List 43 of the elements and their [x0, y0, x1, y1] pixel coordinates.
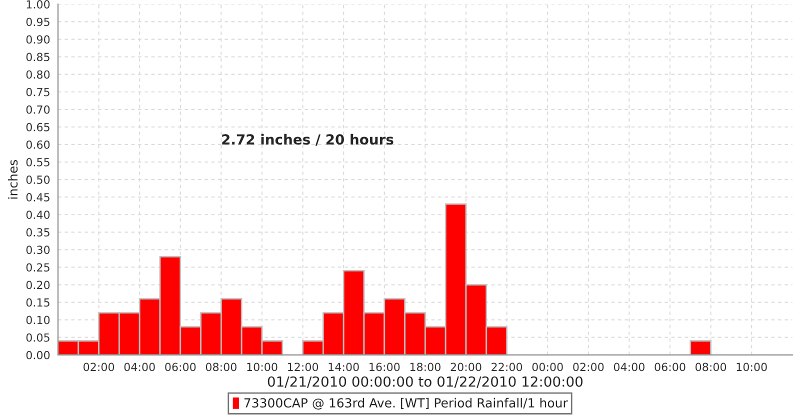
annotation: 2.72 inches / 20 hours: [222, 134, 394, 146]
x-tick-label: 18:00: [410, 362, 440, 372]
y-tick-label: 0.85: [26, 52, 50, 62]
y-tick-label: 0.70: [26, 105, 50, 114]
x-tick-label: 16:00: [370, 362, 400, 372]
y-tick-label: 0.45: [26, 193, 50, 202]
y-tick-label: 0.95: [26, 18, 50, 26]
x-tick-label: 22:00: [492, 362, 522, 372]
y-tick-label: 0.65: [26, 122, 50, 132]
y-tick-label: 0.10: [26, 316, 50, 324]
x-tick-label: 02:00: [573, 362, 604, 372]
x-tick-label: 06:00: [165, 362, 196, 372]
x-axis-title: 01/21/2010 00:00:00 to 01/22/2010 12:00:00: [268, 376, 583, 388]
x-tick-label: 08:00: [696, 362, 726, 372]
y-tick-label: 0.55: [26, 158, 50, 166]
x-tick-label: 08:00: [206, 362, 236, 372]
y-tick-label: 0.35: [26, 228, 50, 237]
y-axis-title: inches: [8, 160, 18, 199]
legend-label: 73300CAP @ 163rd Ave. [WT] Period Rainfall/1 hour: [244, 398, 568, 410]
x-tick-label: 04:00: [614, 362, 644, 372]
x-tick-label: 04:00: [124, 362, 155, 372]
x-tick-label: 00:00: [532, 362, 563, 372]
x-tick-label: 10:00: [736, 362, 767, 372]
bar: [690, 340, 712, 355]
y-tick-label: 0.80: [26, 70, 50, 79]
y-tick-label: 0.25: [26, 263, 50, 272]
x-tick-label: 12:00: [288, 362, 318, 372]
y-tick-label: 0.05: [26, 333, 50, 342]
y-tick-label: 0.00: [26, 350, 50, 360]
y-tick-label: 0.40: [26, 210, 50, 219]
x-tick-label: 10:00: [247, 362, 278, 372]
y-tick-label: 0.20: [26, 280, 50, 290]
x-tick-label: 14:00: [328, 362, 359, 372]
y-tick-label: 0.30: [26, 246, 50, 254]
y-tick-label: 0.90: [26, 35, 50, 44]
y-tick-label: 0.75: [26, 88, 50, 96]
y-tick-label: 0.50: [26, 176, 50, 184]
x-tick-label: 06:00: [654, 362, 686, 372]
y-tick-label: 1.00: [26, 0, 50, 9]
y-tick-label: 0.60: [26, 140, 50, 149]
x-tick-label: 20:00: [450, 362, 482, 372]
y-tick-label: 0.15: [26, 298, 50, 307]
x-tick-label: 02:00: [84, 362, 114, 372]
